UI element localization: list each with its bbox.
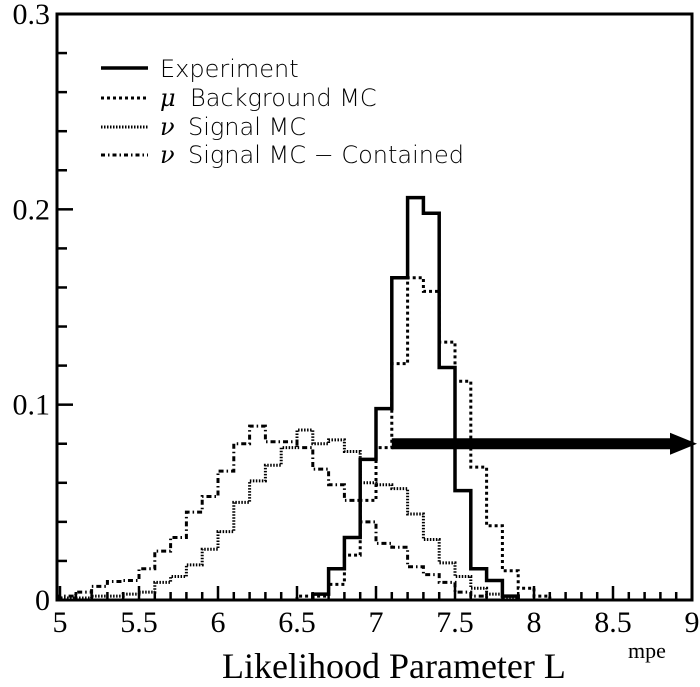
histogram-bin	[329, 569, 345, 600]
y-tick-label: 0	[35, 584, 50, 617]
legend-greek-nu: ν	[160, 113, 175, 141]
histogram-bin	[376, 409, 392, 600]
x-tick-label: 8.5	[594, 606, 632, 639]
histogram-bin	[139, 592, 155, 600]
legend-item-nu-signal: ν Signal MC	[101, 113, 306, 141]
x-tick-label: 5	[53, 606, 68, 639]
x-tick-label: 6.5	[278, 606, 316, 639]
histogram-bin	[313, 444, 329, 600]
x-axis-label: Likelihood Parameter L	[222, 646, 566, 686]
histogram-dash-dot	[58, 424, 489, 600]
histogram-bin	[155, 582, 171, 600]
x-tick-label: 7.5	[436, 606, 474, 639]
histogram-bin	[60, 598, 76, 600]
legend-label: Background MC	[190, 84, 377, 112]
histogram-bin	[408, 198, 424, 600]
histogram-bin	[471, 569, 487, 600]
cut-arrow-head-icon	[670, 432, 697, 455]
histogram-bin	[297, 430, 313, 600]
histogram-bin	[92, 596, 108, 600]
histogram-bin	[218, 532, 234, 600]
histogram-bin	[234, 502, 250, 600]
histogram-bin	[423, 213, 439, 600]
legend-item-mu-background: μ Background MC	[101, 84, 377, 112]
legend-item-experiment: Experiment	[101, 55, 299, 83]
x-axis-title: Likelihood Parameter L mpe	[222, 638, 666, 686]
x-tick-label: 8	[527, 606, 542, 639]
histogram-bin	[297, 596, 313, 600]
histogram-bin	[76, 598, 92, 600]
y-tick-label: 0.2	[13, 193, 51, 226]
x-tick-label: 6	[211, 606, 226, 639]
histogram-bin	[344, 537, 360, 600]
histogram-bin	[202, 549, 218, 600]
y-tick-label: 0.3	[13, 0, 51, 31]
histogram-bin	[123, 594, 139, 600]
histogram-bin	[107, 596, 123, 600]
histogram-dotted	[295, 276, 552, 600]
legend-label: Signal MC − Contained	[188, 141, 464, 169]
legend-label: Experiment	[160, 55, 299, 83]
histogram-bin	[171, 577, 187, 600]
plot-frame	[55, 12, 694, 602]
x-tick-label: 7	[369, 606, 384, 639]
legend: Experiment μ Background MC ν Signal MC ν…	[101, 55, 464, 169]
histogram-bin	[518, 588, 534, 600]
histogram-bin	[360, 459, 376, 600]
histogram-bin	[265, 465, 281, 600]
histogram-bin	[534, 596, 550, 600]
histogram-bin	[439, 368, 455, 600]
x-axis-label-superscript: mpe	[628, 638, 666, 663]
histogram-bin	[502, 596, 518, 600]
histogram-bin	[281, 448, 297, 600]
histogram-bin	[487, 580, 503, 600]
histogram-bin	[186, 565, 202, 600]
legend-greek-mu: μ	[160, 84, 176, 112]
legend-greek-nu: ν	[160, 141, 175, 169]
legend-item-nu-signal-contained: ν Signal MC − Contained	[101, 141, 464, 169]
x-tick-label: 5.5	[120, 606, 158, 639]
y-tick-label: 0.1	[13, 389, 51, 422]
x-tick-label: 9	[685, 606, 700, 639]
histogram-solid	[311, 195, 520, 600]
histogram-bin	[313, 594, 329, 600]
histogram-bin	[455, 491, 471, 600]
histogram-bin	[250, 481, 266, 600]
legend-label: Signal MC	[188, 113, 306, 141]
plot-area: 5 5.5 6 6.5 7 7.5 8 8.5 9 0 0.1 0.2 0.3	[13, 0, 700, 639]
